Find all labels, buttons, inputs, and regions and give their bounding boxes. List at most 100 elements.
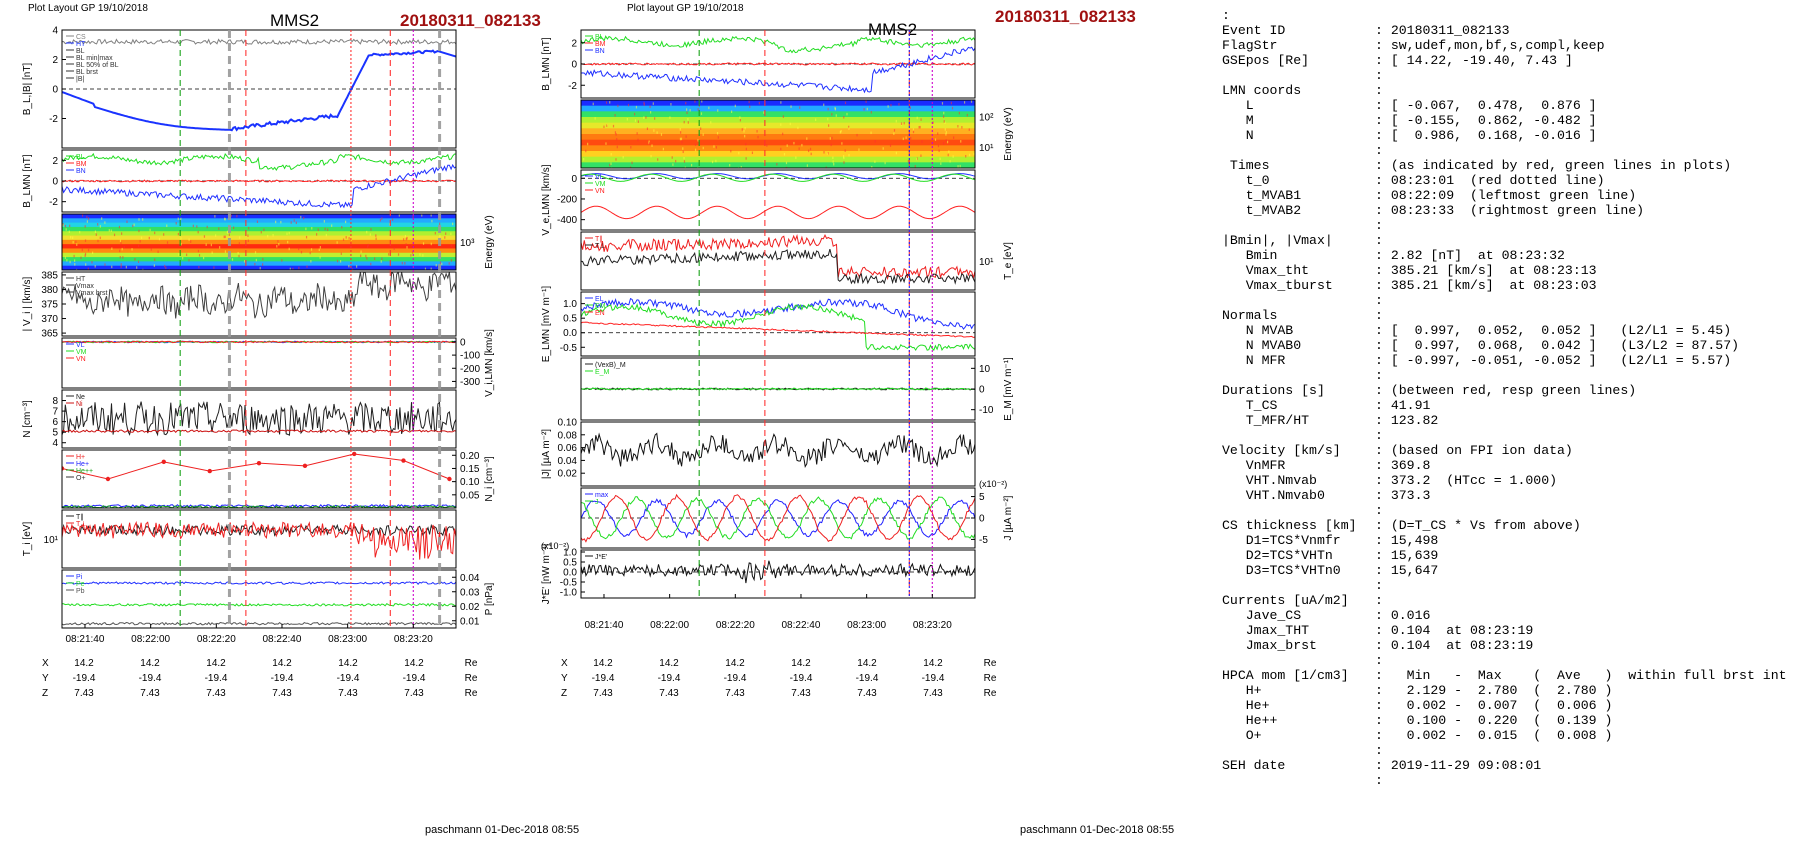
spectrogram-speck (118, 225, 121, 229)
summary-label: L (1222, 98, 1254, 113)
spectrogram-speck (230, 214, 232, 217)
panel-frame (61, 271, 457, 337)
spectrogram-speck (940, 162, 942, 165)
spectrogram-speck (739, 116, 741, 119)
panel-lines (62, 451, 456, 508)
summary-value: : 15,647 (1375, 563, 1439, 578)
y-tick-label: 0 (979, 385, 985, 396)
spectrogram-speck (893, 129, 896, 132)
legend-entry: HT (76, 41, 86, 48)
series-h- (62, 505, 456, 508)
panel-lines (62, 340, 456, 344)
spectrogram-speck (165, 266, 167, 270)
spectrogram-speck (612, 124, 615, 128)
summary-value: : [ 0.997, 0.068, 0.042 ] (L3/L2 = 87.57… (1375, 338, 1740, 353)
spectrogram-speck (75, 268, 78, 270)
x-tick-label: 08:23:20 (913, 620, 952, 631)
series-p1 (62, 581, 456, 585)
position-value: 14.2 (206, 658, 226, 669)
spectrogram-speck (834, 107, 837, 111)
spectrogram-speck (745, 157, 747, 160)
spectrogram-speck (649, 105, 651, 109)
spectrogram-speck (844, 101, 847, 105)
summary-label: N MVAB (1222, 323, 1294, 338)
legend-entry: J*E' (595, 554, 607, 561)
spectrogram-speck (916, 157, 918, 161)
series-t- (581, 248, 975, 285)
spectrogram-speck (603, 125, 605, 129)
x-tick-label: 08:23:00 (847, 620, 886, 631)
spectrogram-speck (99, 225, 101, 228)
summary-value: : Min - Max ( Ave ) within full brst int (1375, 668, 1787, 683)
spectrogram-speck (228, 233, 230, 236)
y-tick-label: 0 (979, 514, 985, 525)
panel-1-1: 10² 10¹ Energy (eV) (580, 99, 1014, 169)
spectrogram-speck (288, 231, 290, 235)
spectrogram-speck (133, 223, 135, 227)
spectrogram-speck (434, 231, 436, 235)
panel-0-2: 10³ Energy (eV) (61, 213, 495, 271)
legend-entry: J (595, 499, 599, 506)
spectrogram-band (581, 145, 975, 152)
panel-lines (581, 173, 975, 220)
spectrogram-speck (671, 156, 673, 159)
right-layout-header: Plot layout GP 19/10/2018 (627, 3, 744, 14)
spectrogram-speck (843, 116, 845, 119)
spectrogram-speck (782, 132, 784, 136)
spectrogram-speck (643, 116, 645, 119)
spectrogram-speck (682, 147, 684, 150)
spectrogram-speck (405, 243, 407, 246)
spectrogram-speck (680, 131, 682, 134)
spectrogram-speck (325, 233, 327, 237)
summary-row: Jmax_THT: 0.104 at 08:23:19 (1222, 623, 1802, 638)
y-tick-label: 0.0 (563, 568, 577, 579)
y-tick-label: 10¹ (979, 257, 994, 268)
spectrogram-speck (157, 250, 159, 253)
summary-label: Vmax_tht (1222, 263, 1310, 278)
spectrogram-speck (921, 140, 923, 143)
spectrogram-speck (758, 101, 760, 105)
spectrogram-speck (97, 223, 99, 226)
x-tick-label: 08:22:20 (197, 634, 236, 645)
legend-entry: BL brst (76, 69, 98, 76)
panel-1-8: 1.00.50.0-0.5-1.0 (x10⁻²)J*E' [nW m⁻³] J*E… (541, 541, 976, 604)
spectrogram-speck (684, 166, 686, 168)
summary-row: HPCA mom [1/cm3]: Min - Max ( Ave ) with… (1222, 668, 1802, 683)
spectrogram-speck (125, 265, 127, 269)
summary-row: : (1222, 773, 1802, 788)
summary-value: : (as indicated by red, green lines in p… (1375, 158, 1732, 173)
spectrogram-speck (310, 260, 312, 263)
spectrogram-speck (957, 125, 959, 128)
spectrogram-speck (959, 164, 961, 168)
y-tick-label: 10³ (460, 238, 475, 249)
spectrogram-speck (783, 153, 786, 156)
spectrogram-speck (180, 237, 182, 240)
spectrogram-speck (287, 240, 289, 244)
summary-row: Jave_CS: 0.016 (1222, 608, 1802, 623)
spectrogram-speck (339, 260, 342, 263)
summary-label: N (1222, 128, 1254, 143)
summary-value: : (1375, 368, 1383, 383)
spectrogram-speck (166, 224, 168, 227)
spectrogram-speck (710, 121, 712, 124)
y-tick-label: 0.04 (460, 573, 480, 584)
legend-entry: O+ (76, 475, 86, 482)
summary-row: VHT.Nmvab: 373.2 (HTcc = 1.000) (1222, 473, 1802, 488)
spectrogram-speck (683, 156, 685, 160)
y-axis-label: Energy (eV) (1003, 107, 1014, 160)
summary-value: : 373.2 (HTcc = 1.000) (1375, 473, 1558, 488)
legend-entry: |B| (76, 76, 84, 83)
spectrogram-speck (398, 214, 400, 217)
spectrogram-speck (197, 230, 199, 234)
summary-row: H+: 2.129 - 2.780 ( 2.780 ) (1222, 683, 1802, 698)
spectrogram-speck (785, 161, 788, 165)
spectrogram-speck (110, 229, 112, 233)
y-tick-label: 0.04 (558, 456, 578, 467)
spectrogram-band (62, 239, 456, 245)
legend-entry: CS (76, 34, 86, 41)
spectrogram-speck (158, 237, 161, 241)
summary-row: : (1222, 218, 1802, 233)
panel-lines (581, 297, 975, 352)
spectrogram-speck (319, 256, 321, 259)
spectrogram-speck (637, 120, 639, 123)
